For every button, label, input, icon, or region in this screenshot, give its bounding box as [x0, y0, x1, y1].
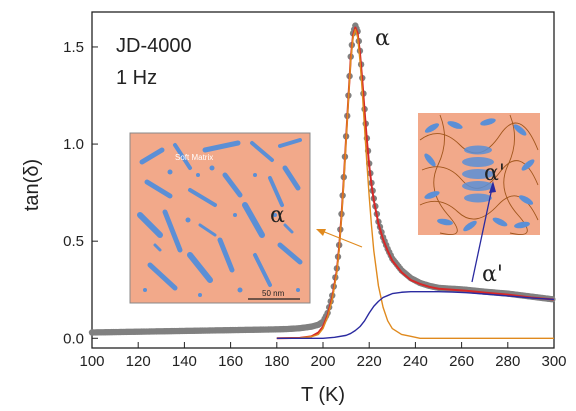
inset-left-dots	[143, 165, 300, 297]
y-tick-label: 0.5	[63, 233, 84, 250]
inset-left: Soft Matrix α 50 nm	[129, 132, 311, 304]
series-layer	[88, 22, 556, 340]
y-axis-ticks: 0.0 0.5 1.0 1.5	[63, 39, 98, 347]
arrow-alpha-prime	[471, 181, 496, 283]
inset-right-alpha-prime-label: α'	[484, 161, 505, 186]
inset-left-soft-matrix-label: Soft Matrix	[175, 153, 213, 162]
series-alpha-fit	[276, 28, 554, 339]
series-line	[276, 28, 554, 339]
y-tick-label: 1.0	[63, 136, 84, 153]
inset-right: α'	[418, 113, 540, 235]
legend-sample-name: JD-4000	[116, 35, 192, 57]
x-tick-label: 120	[126, 353, 151, 370]
x-tick-label: 180	[264, 353, 289, 370]
y-tick-label: 1.5	[63, 39, 84, 56]
x-tick-label: 100	[79, 353, 104, 370]
x-tick-label: 220	[357, 353, 382, 370]
peak-label-alpha: α	[375, 26, 390, 51]
legend-frequency: 1 Hz	[116, 67, 157, 89]
y-tick-label: 0.0	[63, 330, 84, 347]
x-tick-label: 300	[541, 353, 566, 370]
inset-left-alpha-label: α	[270, 203, 285, 228]
inset-right-ellipses	[424, 118, 535, 232]
x-tick-label: 200	[310, 353, 335, 370]
peak-label-alpha-prime: α'	[482, 262, 503, 287]
x-tick-label: 240	[403, 353, 428, 370]
inset-left-scale-label: 50 nm	[262, 289, 285, 298]
x-tick-label: 260	[449, 353, 474, 370]
x-axis-title: T (K)	[301, 384, 345, 406]
x-tick-label: 280	[495, 353, 520, 370]
series-line	[276, 290, 555, 339]
x-axis-ticks: 100 120 140 160 180 200 220 240 260 280 300	[79, 342, 567, 370]
x-tick-label: 140	[172, 353, 197, 370]
x-tick-label: 160	[218, 353, 243, 370]
arrow-alpha	[316, 229, 363, 248]
inset-left-domains	[137, 138, 303, 291]
series-alpha-prime-fit	[276, 290, 555, 339]
y-axis-title: tan(δ)	[21, 159, 43, 211]
